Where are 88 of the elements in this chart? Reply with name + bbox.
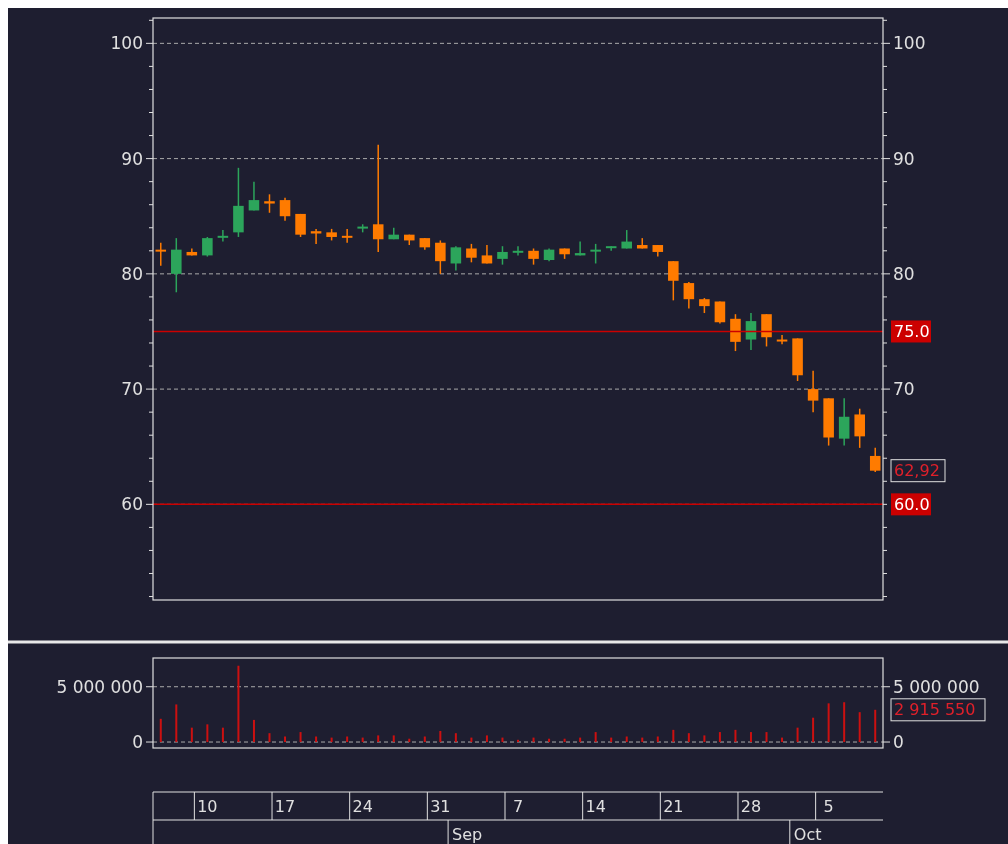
bar: [485, 735, 488, 743]
bar: [843, 702, 846, 743]
x-tick-label: 24: [352, 796, 373, 816]
y-tick-label: 80: [121, 263, 143, 284]
bar: [377, 735, 380, 743]
bar: [625, 736, 628, 743]
candlestick: [590, 243, 601, 265]
candlestick: [264, 193, 275, 214]
x-tick-label: 10: [197, 796, 218, 816]
bar: [346, 736, 349, 743]
candlestick: [435, 239, 446, 275]
bar: [159, 718, 162, 743]
candlestick: [854, 407, 865, 449]
bar: [237, 665, 240, 743]
candlestick: [372, 144, 384, 253]
y-tick-label: 60: [121, 494, 143, 515]
candlestick: [761, 313, 772, 348]
bar: [594, 732, 597, 743]
x-tick-label: 5: [823, 796, 834, 816]
candlestick: [683, 281, 695, 310]
candlestick: [730, 313, 741, 352]
ref-line-label: 60.0: [894, 494, 930, 514]
bar: [299, 732, 302, 743]
y-tick-label: 70: [121, 379, 143, 400]
y-tick-label: 0: [132, 731, 143, 752]
bar: [858, 712, 861, 743]
x-tick-label: 28: [740, 796, 762, 816]
bar: [221, 727, 224, 743]
x-tick-label: 14: [585, 796, 606, 816]
candlestick: [466, 243, 477, 264]
bar: [672, 729, 675, 743]
candlestick: [745, 312, 757, 351]
bar: [268, 733, 271, 743]
candlestick: [310, 228, 322, 245]
bar: [703, 735, 706, 743]
bar: [765, 732, 768, 743]
bar: [796, 727, 799, 743]
bar: [517, 739, 519, 743]
bar: [190, 727, 193, 743]
candlestick: [450, 245, 462, 272]
bar: [423, 736, 426, 743]
bar: [175, 704, 178, 743]
x-tick-label: 7: [512, 796, 524, 816]
bar: [315, 736, 318, 743]
text: Oct: [793, 824, 822, 844]
bar: [284, 736, 287, 743]
bar: [874, 709, 877, 743]
bar: [392, 735, 395, 743]
candlestick: [155, 241, 167, 267]
text: Sep: [452, 824, 483, 844]
y2-tick-label: 90: [893, 148, 915, 169]
candlestick: [668, 260, 679, 302]
x-tick-label: 31: [430, 796, 451, 816]
candlestick: [807, 369, 819, 413]
candlestick: [341, 228, 353, 244]
candlestick: [869, 447, 881, 473]
y2-tick-label: 100: [893, 33, 926, 54]
ref-line-label: 75.0: [894, 322, 930, 342]
bar: [734, 729, 737, 743]
text: 2 915 550: [894, 700, 976, 720]
y-tick-label: 5 000 000: [56, 676, 143, 697]
candlestick: [838, 397, 850, 447]
y2-tick-label: 0: [893, 731, 904, 752]
bar: [439, 730, 442, 743]
x-tick-label: 17: [274, 796, 296, 816]
candlestick: [248, 180, 260, 212]
candlestick: [497, 245, 508, 266]
bar: [827, 703, 830, 743]
bar: [252, 719, 255, 743]
y2-tick-label: 5 000 000: [893, 676, 980, 697]
y2-tick-label: 80: [893, 263, 915, 284]
bar: [749, 732, 752, 743]
bar: [454, 733, 457, 743]
bar: [656, 736, 659, 743]
candlestick: [776, 334, 788, 345]
bar: [812, 717, 815, 743]
y2-tick-label: 70: [893, 379, 915, 400]
text: 62,92: [894, 461, 940, 481]
candlestick: [279, 197, 291, 222]
bar: [687, 733, 690, 743]
y-tick-label: 90: [121, 148, 143, 169]
candlestick: [202, 236, 213, 258]
bar: [718, 732, 721, 743]
candlestick: [217, 229, 229, 243]
bar: [206, 724, 209, 743]
x-tick-label: 21: [663, 796, 684, 816]
candlestick: [512, 245, 524, 257]
y-tick-label: 100: [110, 33, 143, 54]
